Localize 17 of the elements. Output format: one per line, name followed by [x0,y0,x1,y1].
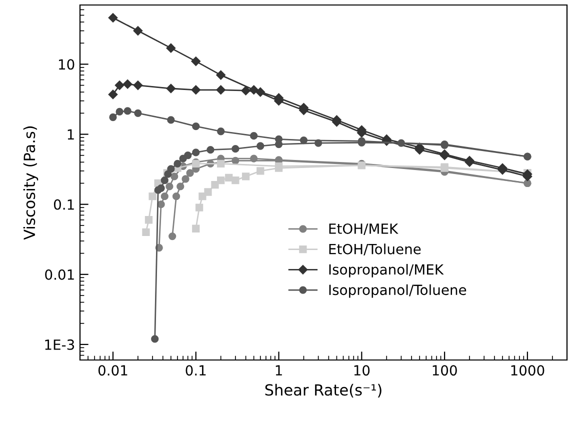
y-axis-title: Viscosity (Pa.s) [23,126,38,240]
x-tick-label: 0.01 [98,365,128,376]
y-tick-label: 10 [58,59,74,70]
y-tick-label: 1E-3 [45,339,74,350]
x-tick-label: 0.1 [186,365,206,376]
legend-label: EtOH/Toluene [329,244,421,256]
y-tick-label: 1 [68,129,74,140]
x-tick-label: 1 [276,365,282,376]
x-tick-label: 1000 [511,365,544,376]
x-axis-title: Shear Rate(s⁻¹) [265,384,382,398]
x-tick-label: 10 [354,365,370,376]
y-tick-label: 0.1 [54,199,74,210]
legend-label: Isopropanol/Toluene [329,284,466,298]
y-tick-label: 0.01 [45,269,74,280]
legend-label: Isopropanol/MEK [329,264,444,278]
x-tick-label: 100 [432,365,457,376]
legend-label: EtOH/MEK [329,223,398,236]
